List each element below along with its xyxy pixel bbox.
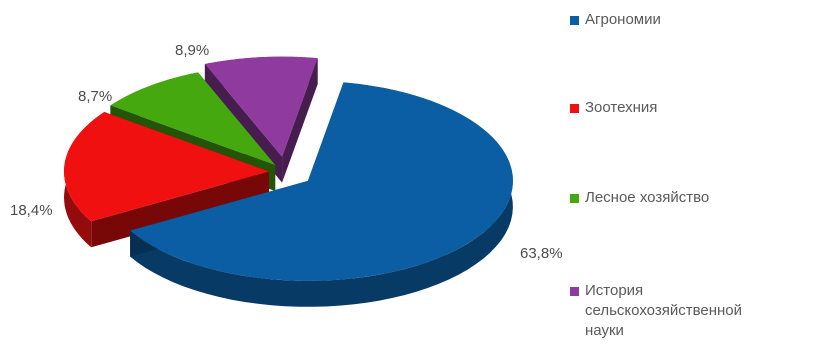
legend-label: Зоотехния	[585, 99, 658, 116]
slice-agronomy-top	[130, 82, 513, 281]
legend-item-history: История сельскохозяйственной науки	[570, 281, 810, 341]
legend-label: История сельскохозяйственной науки	[585, 282, 743, 339]
slice-history-face-1	[282, 58, 318, 183]
legend-label: Агрономии	[585, 11, 661, 28]
legend-swatch-zootechnics	[570, 104, 579, 113]
legend-swatch-forestry	[570, 194, 579, 203]
slice-agronomy	[130, 82, 513, 307]
slice-zootechnics-face-0	[91, 171, 270, 248]
legend-label: Лесное хозяйство	[585, 189, 710, 206]
legend-item-forestry: Лесное хозяйство	[570, 188, 810, 208]
legend-swatch-history	[570, 287, 579, 296]
legend-item-agronomy: Агрономии	[570, 10, 810, 30]
slice-zootechnics	[64, 111, 270, 248]
legend: Агрономии Зоотехния Лесное хозяйство Ист…	[570, 0, 810, 353]
data-label-forestry: 8,7%	[78, 88, 112, 105]
legend-swatch-agronomy	[570, 16, 579, 25]
slices-layer	[64, 56, 513, 307]
slice-history-top	[204, 56, 318, 157]
data-label-zootechnics: 18,4%	[10, 202, 53, 219]
data-label-history: 8,9%	[175, 42, 209, 59]
legend-item-zootechnics: Зоотехния	[570, 98, 810, 118]
data-label-agronomy: 63,8%	[520, 245, 563, 262]
slice-forestry-top	[110, 72, 276, 166]
data-labels-layer: 63,8% 18,4% 8,7% 8,9%	[10, 42, 563, 262]
slice-zootechnics-top	[64, 111, 270, 222]
